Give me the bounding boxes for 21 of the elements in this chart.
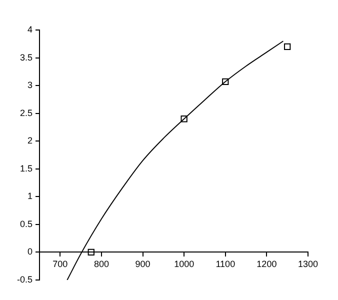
x-tick-label: 700: [52, 259, 68, 270]
point: [284, 43, 291, 50]
y-tick-label: 0: [27, 246, 33, 257]
y-tick-label: 1.5: [20, 163, 33, 174]
point: [222, 78, 229, 85]
x-tick-label: 1000: [174, 259, 194, 270]
x-tick-label: 800: [94, 259, 109, 270]
y-tick-label: 0.5: [20, 218, 33, 229]
x-tick-label: 1200: [256, 259, 277, 270]
x-tick-label: 900: [135, 259, 150, 270]
x-tick-label: 1300: [298, 259, 318, 270]
y-tick-label: 1: [27, 191, 33, 202]
y-tick-label: -0.5: [16, 274, 33, 284]
x-tick-label: 1100: [216, 259, 236, 270]
y-tick-label: 2: [27, 136, 33, 146]
point: [180, 116, 188, 122]
y-tick-label: 3: [27, 80, 33, 90]
y-tick-label: 2.5: [20, 108, 33, 118]
y-tick-label: 4: [27, 24, 33, 34]
point: [88, 248, 94, 256]
y-tick-label: 3.5: [20, 52, 33, 62]
